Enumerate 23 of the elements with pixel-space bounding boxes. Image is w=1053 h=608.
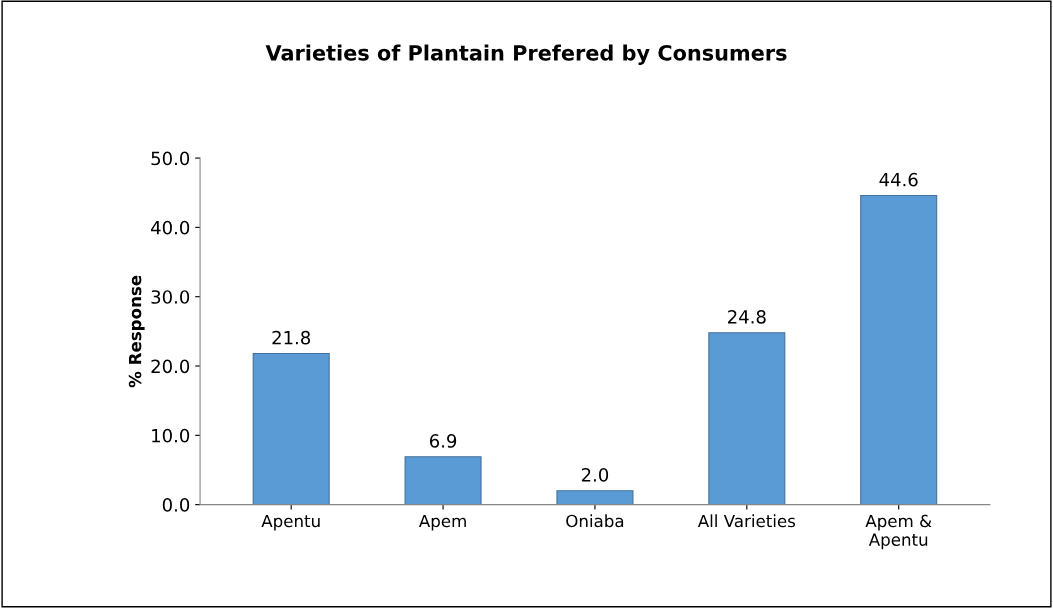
bar bbox=[556, 490, 634, 505]
x-tick-label: All Varieties bbox=[697, 514, 796, 528]
bar bbox=[708, 332, 786, 505]
data-label: 44.6 bbox=[879, 172, 918, 187]
bar bbox=[860, 194, 938, 505]
chart-title: Varieties of Plantain Prefered by Consumers bbox=[265, 44, 787, 65]
data-label: 24.8 bbox=[728, 310, 766, 324]
y-tick-label: 30.0 bbox=[151, 290, 190, 304]
data-label: 21.8 bbox=[272, 330, 311, 345]
data-label: 6.9 bbox=[429, 434, 457, 448]
x-tick-label: Oniaba bbox=[566, 514, 624, 528]
y-axis-title: % Response bbox=[128, 275, 145, 388]
data-label: 2.0 bbox=[581, 468, 609, 482]
x-tick-label: Apem & Apentu bbox=[865, 514, 932, 550]
y-tick-label: 50.0 bbox=[151, 151, 190, 166]
y-tick-label: 0.0 bbox=[162, 498, 190, 512]
y-tick-label: 40.0 bbox=[151, 220, 190, 235]
bar bbox=[252, 352, 330, 505]
y-tick-label: 10.0 bbox=[152, 428, 190, 443]
bar bbox=[404, 456, 482, 505]
y-tick-label: 20.0 bbox=[151, 359, 190, 374]
x-tick-label: Apentu bbox=[261, 514, 320, 531]
x-tick-label: Apem bbox=[418, 514, 466, 531]
